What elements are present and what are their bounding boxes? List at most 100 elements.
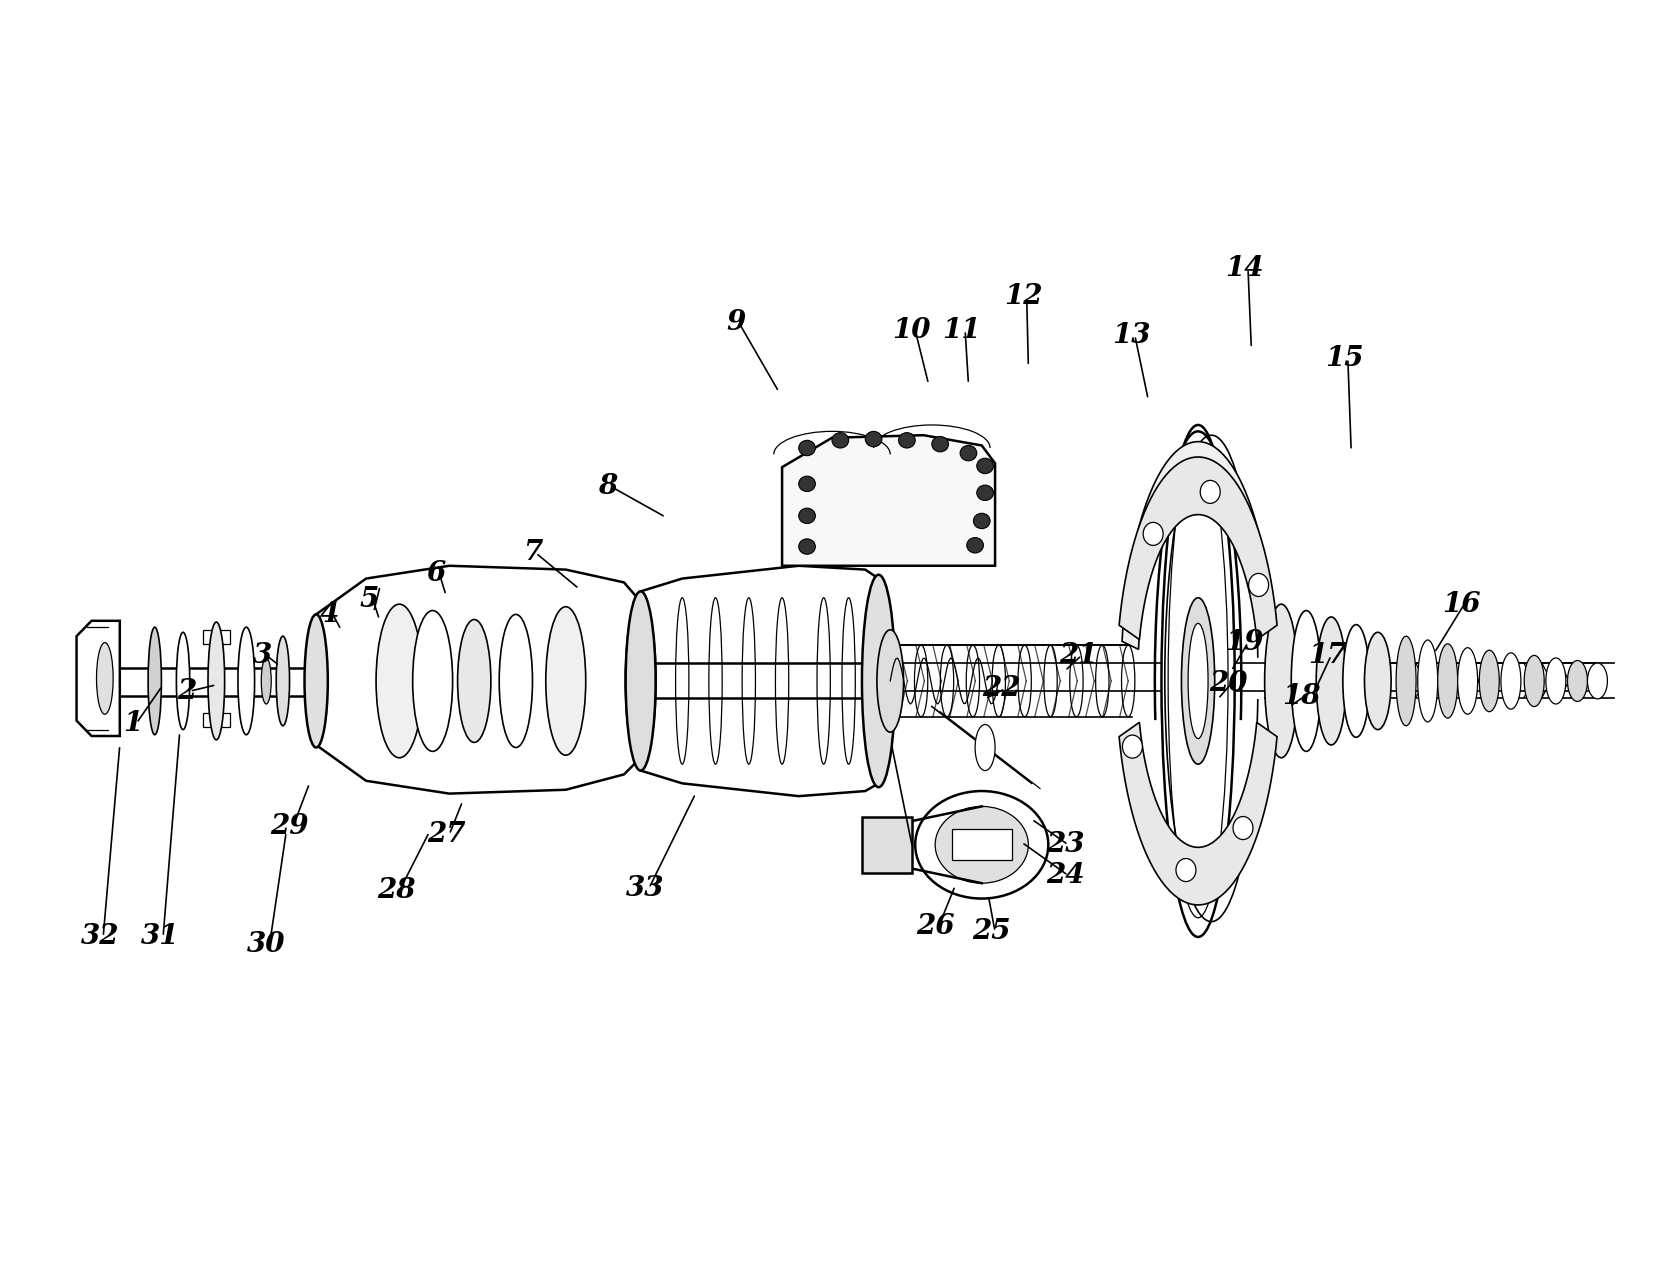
Ellipse shape bbox=[1501, 653, 1521, 709]
Polygon shape bbox=[1120, 722, 1276, 905]
Ellipse shape bbox=[176, 632, 190, 730]
Ellipse shape bbox=[1200, 480, 1220, 503]
Text: 18: 18 bbox=[1281, 682, 1321, 710]
Ellipse shape bbox=[1123, 735, 1143, 758]
Text: 17: 17 bbox=[1308, 641, 1348, 669]
Ellipse shape bbox=[376, 604, 423, 758]
Text: 25: 25 bbox=[972, 918, 1012, 946]
Text: 2: 2 bbox=[176, 677, 196, 705]
Ellipse shape bbox=[960, 445, 977, 461]
Text: 1: 1 bbox=[123, 709, 143, 737]
Text: 32: 32 bbox=[80, 923, 120, 951]
Ellipse shape bbox=[862, 575, 895, 787]
Ellipse shape bbox=[977, 458, 993, 474]
Ellipse shape bbox=[413, 611, 453, 751]
Ellipse shape bbox=[977, 485, 993, 500]
Text: 27: 27 bbox=[426, 820, 466, 849]
Text: 12: 12 bbox=[1003, 283, 1043, 311]
Text: 3: 3 bbox=[253, 641, 273, 669]
Text: 33: 33 bbox=[626, 874, 666, 902]
Polygon shape bbox=[203, 630, 230, 644]
Ellipse shape bbox=[1587, 663, 1607, 699]
Ellipse shape bbox=[899, 433, 915, 448]
Polygon shape bbox=[203, 713, 230, 727]
Ellipse shape bbox=[865, 431, 882, 447]
Ellipse shape bbox=[97, 643, 113, 714]
Text: 9: 9 bbox=[726, 308, 745, 337]
Ellipse shape bbox=[1567, 660, 1587, 701]
Text: 10: 10 bbox=[892, 316, 932, 344]
Polygon shape bbox=[782, 435, 995, 566]
Ellipse shape bbox=[1181, 598, 1215, 764]
Text: 23: 23 bbox=[1045, 831, 1085, 859]
Ellipse shape bbox=[499, 614, 532, 748]
Text: 8: 8 bbox=[597, 472, 617, 500]
Ellipse shape bbox=[626, 599, 656, 763]
Text: 24: 24 bbox=[1045, 861, 1085, 890]
Ellipse shape bbox=[799, 476, 815, 492]
Ellipse shape bbox=[1161, 425, 1235, 937]
Ellipse shape bbox=[935, 806, 1028, 883]
Polygon shape bbox=[952, 829, 1012, 860]
Ellipse shape bbox=[915, 791, 1048, 899]
Ellipse shape bbox=[799, 539, 815, 554]
Ellipse shape bbox=[1143, 522, 1163, 545]
Ellipse shape bbox=[967, 538, 983, 553]
Ellipse shape bbox=[1233, 817, 1253, 840]
Text: 20: 20 bbox=[1208, 669, 1248, 698]
Ellipse shape bbox=[832, 433, 849, 448]
Ellipse shape bbox=[1188, 623, 1208, 739]
Text: 16: 16 bbox=[1441, 590, 1481, 618]
Ellipse shape bbox=[261, 658, 271, 704]
Polygon shape bbox=[1122, 442, 1260, 649]
Polygon shape bbox=[1120, 457, 1276, 640]
Polygon shape bbox=[862, 817, 912, 873]
Ellipse shape bbox=[1458, 648, 1478, 714]
Ellipse shape bbox=[1316, 617, 1346, 745]
Polygon shape bbox=[77, 621, 120, 736]
Polygon shape bbox=[641, 566, 879, 796]
Ellipse shape bbox=[799, 440, 815, 456]
Text: 22: 22 bbox=[982, 675, 1022, 703]
Ellipse shape bbox=[1438, 644, 1458, 718]
Ellipse shape bbox=[1291, 611, 1321, 751]
Ellipse shape bbox=[208, 622, 225, 740]
Ellipse shape bbox=[1396, 636, 1416, 726]
Ellipse shape bbox=[877, 630, 904, 732]
Ellipse shape bbox=[1248, 573, 1268, 596]
Ellipse shape bbox=[546, 607, 586, 755]
Text: 15: 15 bbox=[1325, 344, 1364, 372]
Ellipse shape bbox=[932, 436, 948, 452]
Ellipse shape bbox=[458, 620, 491, 742]
Text: 28: 28 bbox=[376, 877, 416, 905]
Ellipse shape bbox=[238, 627, 255, 735]
Ellipse shape bbox=[973, 513, 990, 529]
Text: 4: 4 bbox=[319, 600, 339, 628]
Ellipse shape bbox=[276, 636, 290, 726]
Text: 30: 30 bbox=[246, 931, 286, 959]
Ellipse shape bbox=[148, 627, 161, 735]
Ellipse shape bbox=[1418, 640, 1438, 722]
Ellipse shape bbox=[626, 591, 656, 771]
Ellipse shape bbox=[1364, 632, 1391, 730]
Ellipse shape bbox=[1343, 625, 1369, 737]
Text: 21: 21 bbox=[1058, 641, 1098, 669]
Ellipse shape bbox=[1524, 655, 1544, 707]
Text: 29: 29 bbox=[270, 813, 310, 841]
Ellipse shape bbox=[1176, 859, 1196, 882]
Text: 19: 19 bbox=[1225, 628, 1265, 657]
Text: 13: 13 bbox=[1112, 321, 1151, 349]
Text: 7: 7 bbox=[522, 539, 542, 567]
Ellipse shape bbox=[1479, 650, 1499, 712]
Ellipse shape bbox=[1265, 604, 1298, 758]
Text: 31: 31 bbox=[140, 923, 180, 951]
Ellipse shape bbox=[1546, 658, 1566, 704]
Text: 6: 6 bbox=[426, 559, 446, 588]
Text: 5: 5 bbox=[359, 585, 379, 613]
Polygon shape bbox=[316, 566, 641, 794]
Ellipse shape bbox=[975, 724, 995, 771]
Ellipse shape bbox=[305, 614, 328, 748]
Text: 26: 26 bbox=[915, 913, 955, 941]
Text: 11: 11 bbox=[942, 316, 982, 344]
Text: 14: 14 bbox=[1225, 255, 1265, 283]
